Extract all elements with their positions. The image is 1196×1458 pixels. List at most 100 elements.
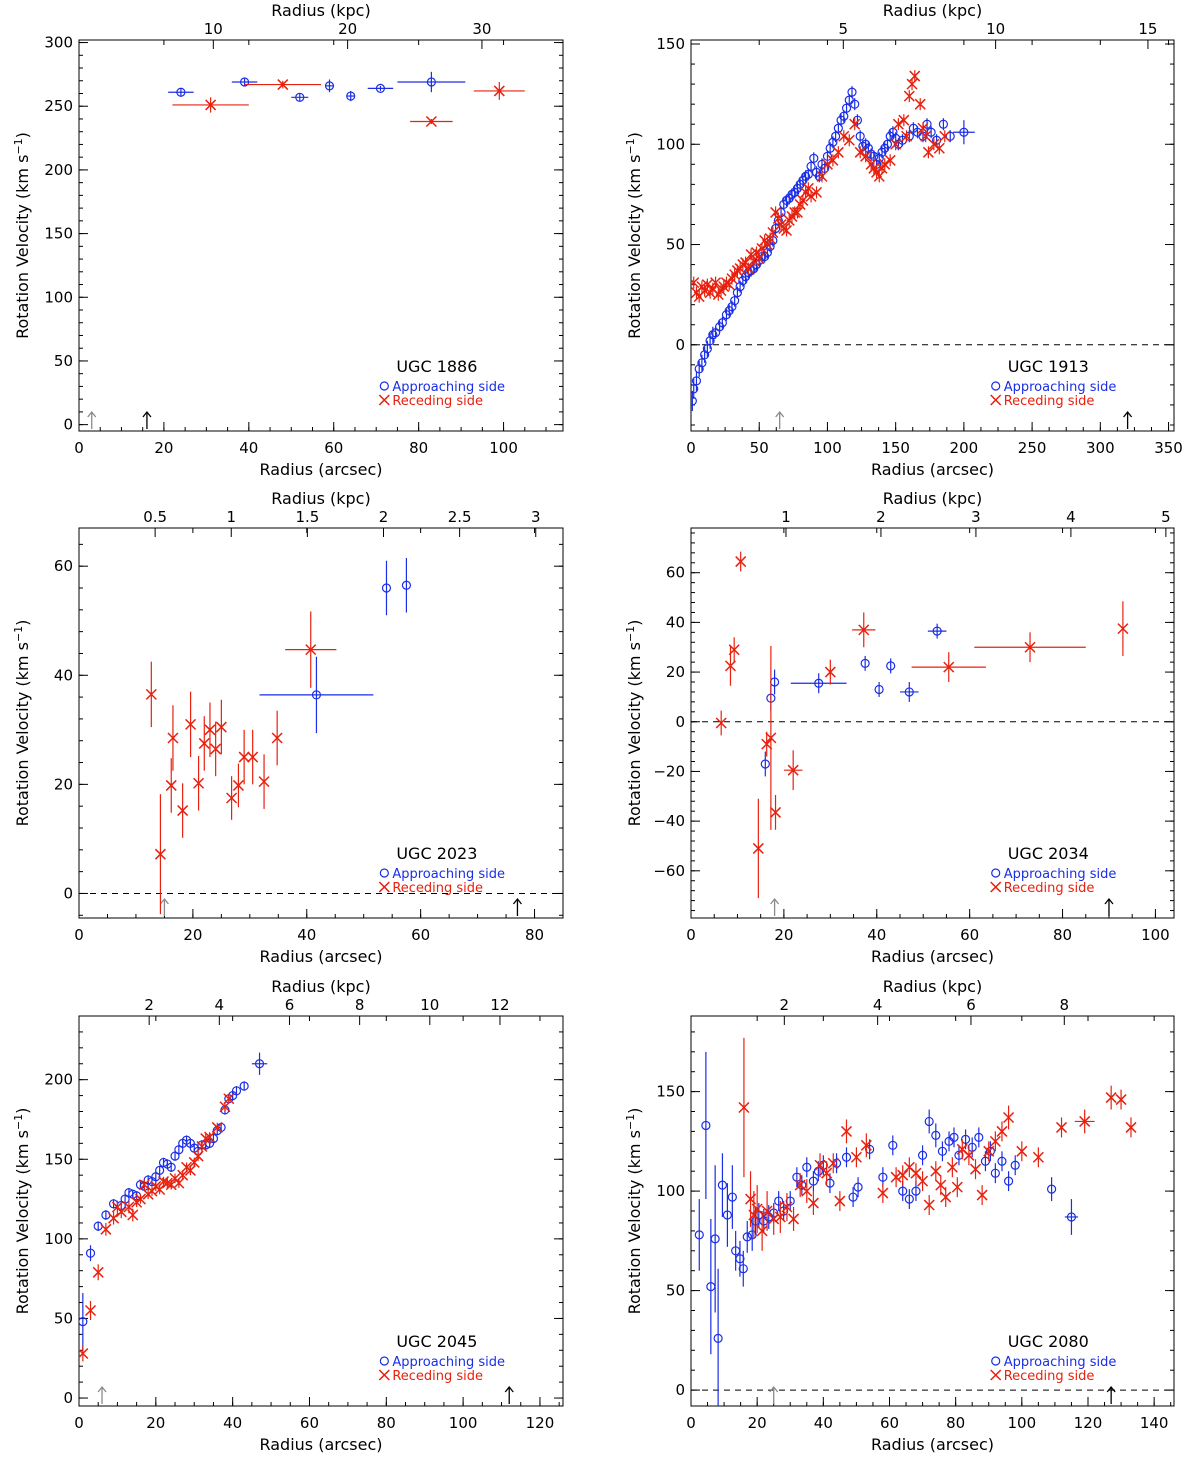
receding-marker (258, 776, 270, 788)
approaching-point (917, 1145, 928, 1166)
y-axis-label: Rotation Velocity (km s−1) (624, 620, 644, 827)
legend-approaching-label: Approaching side (392, 380, 505, 395)
receding-marker (951, 1181, 963, 1193)
receding-point (816, 170, 828, 183)
receding-marker (827, 154, 839, 166)
x-tick-label: 40 (223, 1414, 242, 1432)
approaching-point (168, 87, 194, 97)
receding-point (928, 138, 940, 151)
approaching-point (785, 1191, 795, 1211)
approaching-marker (694, 1230, 704, 1240)
receding-marker (890, 138, 902, 150)
receding-point (761, 1191, 773, 1231)
top-tick-label: 2.5 (448, 508, 472, 526)
top-tick-label: 1.5 (295, 508, 319, 526)
approaching-point (828, 136, 838, 149)
receding-point (410, 115, 453, 128)
receding-point (974, 632, 1086, 663)
black-radius-arrow-head (1123, 410, 1133, 418)
receding-point (933, 142, 945, 155)
receding-marker (858, 624, 870, 636)
top-axis-label: Radius (kpc) (883, 1, 982, 20)
approaching-point (997, 1151, 1007, 1172)
receding-point (226, 776, 238, 820)
receding-point (735, 551, 747, 572)
approaching-point (833, 122, 843, 135)
receding-point (854, 146, 866, 159)
approaching-point (722, 1183, 732, 1247)
receding-marker (115, 1206, 127, 1218)
receding-point (247, 729, 259, 785)
approaching-point (888, 126, 898, 139)
receding-point (963, 1145, 975, 1166)
black-radius-arrow-head (1106, 1385, 1116, 1393)
top-tick-label: 2 (144, 996, 154, 1014)
receding-point (946, 1157, 958, 1178)
approaching-marker (924, 1116, 934, 1127)
legend-receding-label: Receding side (1004, 394, 1095, 409)
approaching-marker (717, 318, 727, 328)
approaching-marker (938, 119, 949, 129)
receding-marker (738, 1101, 750, 1114)
top-tick-label: 30 (472, 20, 491, 38)
receding-point (814, 1153, 826, 1178)
approaching-point (869, 150, 879, 163)
x-tick-label: 250 (1018, 439, 1047, 457)
receding-marker (860, 150, 872, 162)
receding-point (473, 82, 525, 100)
receding-point (996, 1121, 1008, 1142)
receding-point (232, 763, 244, 808)
x-tick-label: 60 (411, 926, 430, 944)
receding-marker (691, 277, 700, 289)
approaching-marker (917, 1150, 928, 1160)
panel-ugc-2023: 0 20 40 60 80 0.5 1 1.5 2 2.5 3 0 20 40 60 Radius (arcs… (12, 489, 564, 966)
approaching-point (85, 1245, 96, 1262)
receding-marker (232, 779, 244, 791)
approaching-point (841, 102, 852, 115)
receding-point (935, 1175, 947, 1196)
receding-marker (238, 751, 250, 763)
y-axis-label: Rotation Velocity (km s−1) (12, 620, 32, 827)
receding-point (244, 79, 321, 91)
approaching-point (397, 71, 466, 93)
approaching-marker (774, 1196, 784, 1206)
approaching-marker (855, 131, 865, 141)
top-tick-label: 2 (379, 508, 389, 526)
receding-point (1105, 1085, 1117, 1110)
receding-marker (943, 661, 955, 673)
approaching-marker (381, 583, 392, 593)
receding-point (873, 170, 885, 183)
approaching-point (852, 114, 863, 127)
receding-marker (989, 1135, 1001, 1147)
top-tick-label: 3 (531, 508, 541, 526)
y-tick-label: −20 (653, 762, 685, 780)
y-tick-label: −60 (653, 862, 685, 880)
top-axis-label: Radius (kpc) (883, 977, 982, 996)
approaching-point (760, 751, 770, 777)
x-tick-label: 40 (297, 926, 316, 944)
receding-point (753, 252, 765, 265)
approaching-point (874, 682, 884, 697)
receding-point (827, 1153, 839, 1174)
approaching-marker (888, 127, 898, 137)
approaching-point (952, 120, 975, 145)
y-tick-label: 50 (666, 1282, 685, 1300)
receding-marker (892, 118, 904, 130)
y-tick-label: 0 (63, 884, 73, 902)
y-tick-label: 20 (666, 663, 685, 681)
x-tick-label: 80 (377, 1414, 396, 1432)
top-tick-label: 2 (780, 996, 790, 1014)
top-tick-label: 5 (1161, 508, 1171, 526)
approaching-point (841, 1147, 852, 1168)
receding-marker (740, 257, 752, 269)
approaching-point (251, 1052, 268, 1075)
receding-marker (701, 279, 713, 291)
legend-approaching-marker (991, 381, 1001, 391)
x-tick-label: 100 (449, 1414, 478, 1432)
approaching-point (401, 558, 412, 613)
receding-point (917, 1171, 929, 1192)
approaching-point (938, 118, 949, 131)
receding-marker (138, 1179, 150, 1191)
y-tick-label: 100 (656, 1182, 685, 1200)
approaching-marker (311, 690, 322, 700)
